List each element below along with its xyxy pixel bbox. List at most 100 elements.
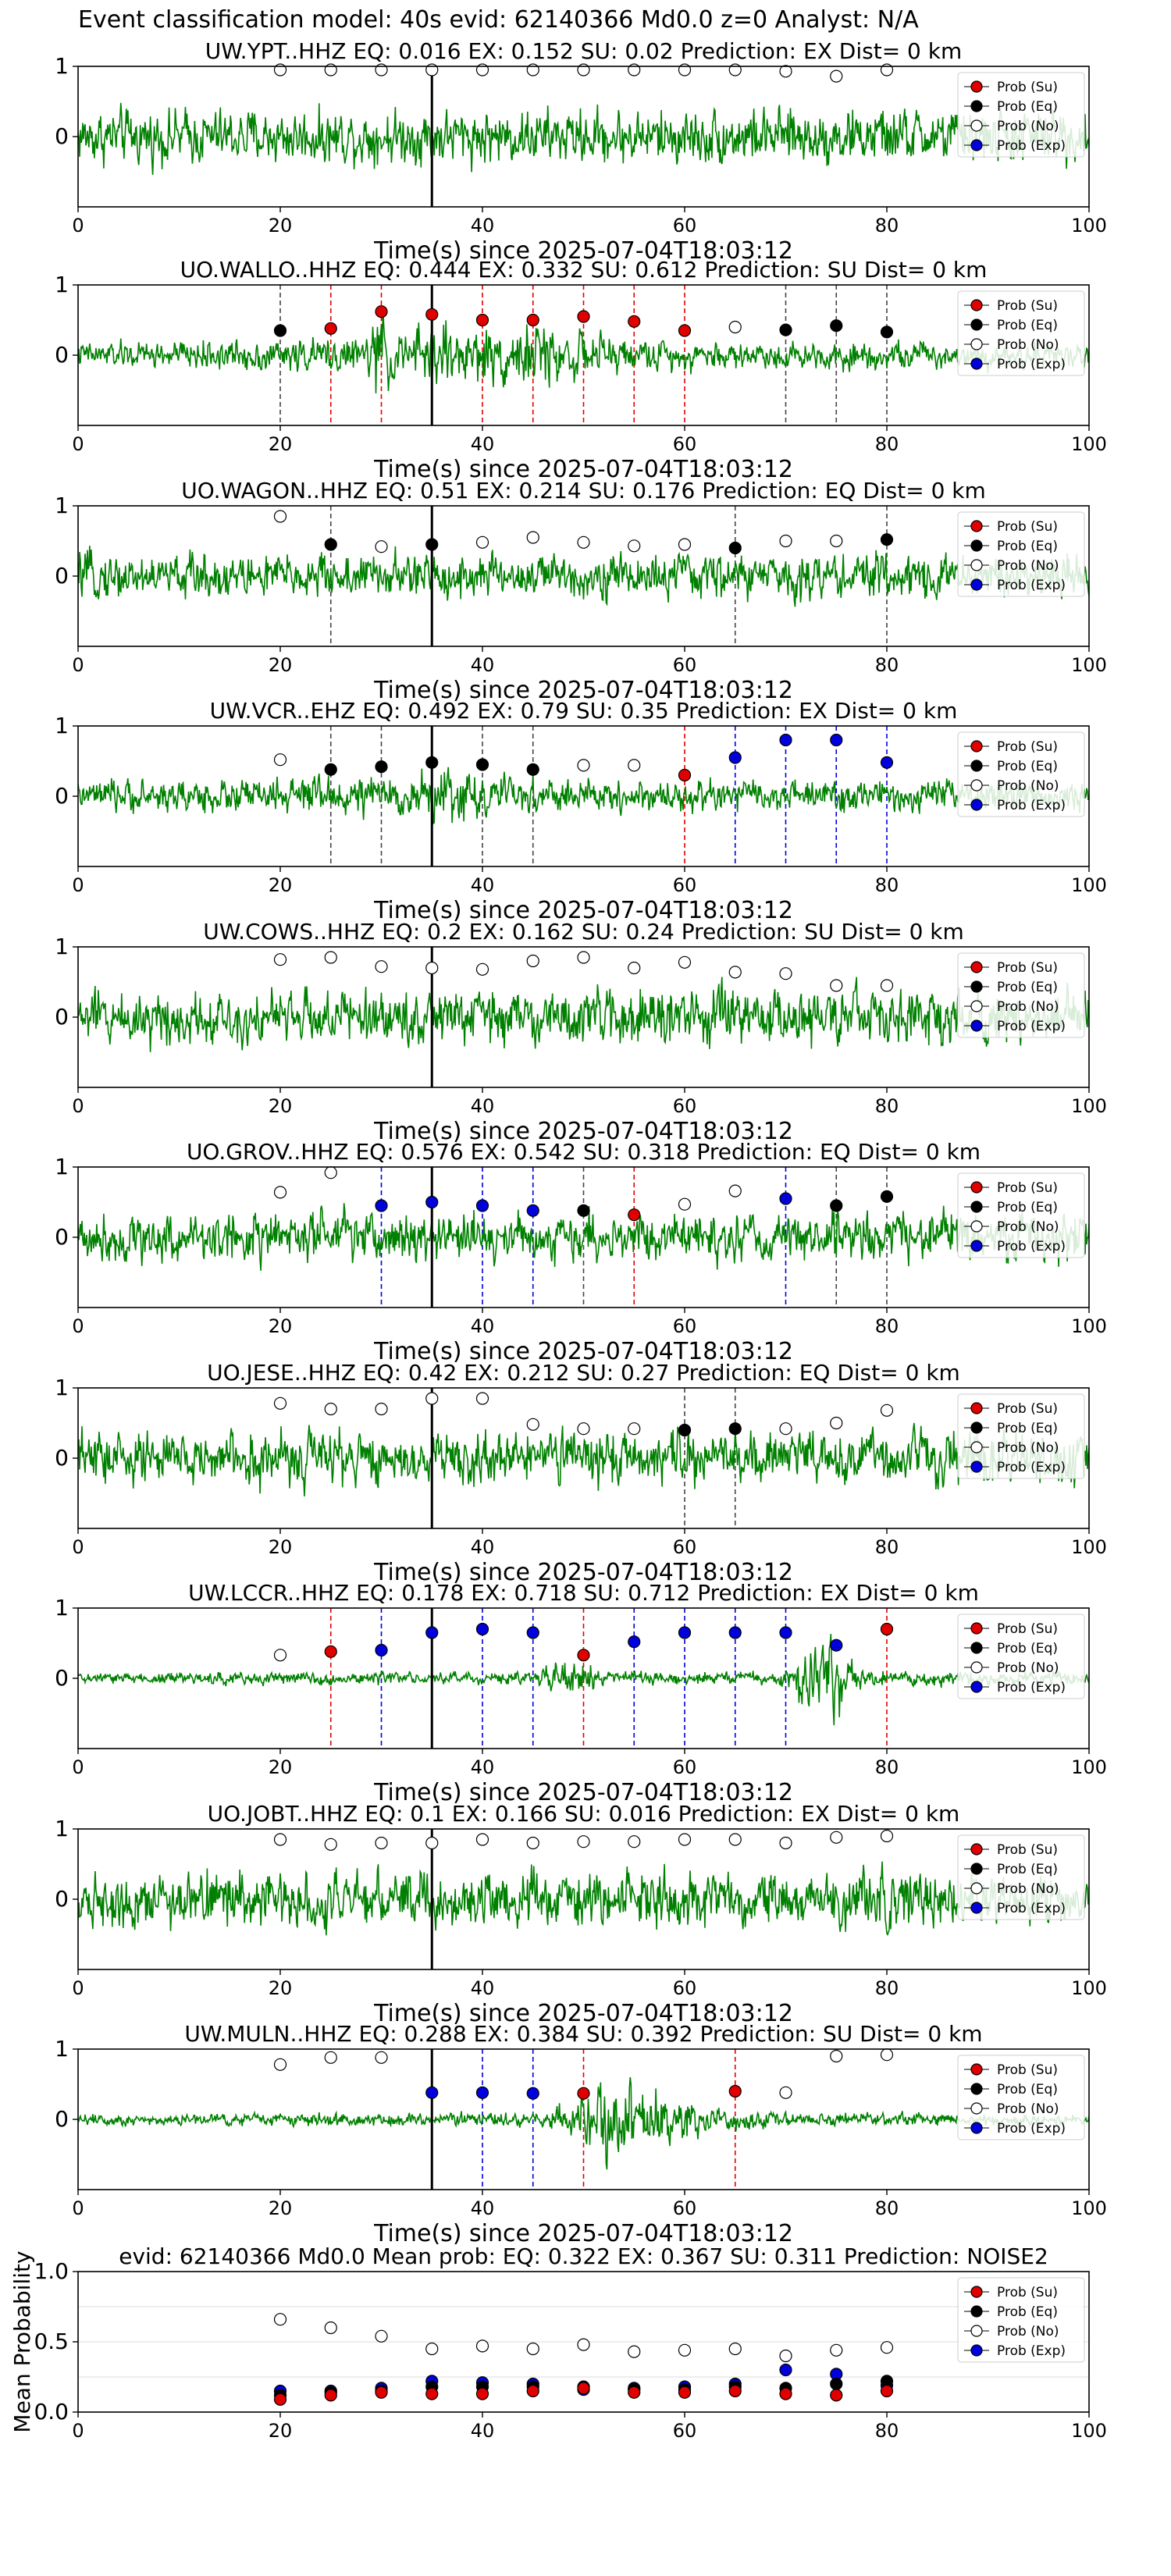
marker-no bbox=[425, 961, 439, 975]
legend-marker-exp bbox=[970, 1240, 983, 1252]
chart-title: evid: 62140366 Md0.0 Mean prob: EQ: 0.32… bbox=[119, 2243, 1048, 2269]
legend-marker-su bbox=[970, 80, 983, 93]
legend-marker-eq bbox=[970, 539, 983, 552]
legend-label: Prob (Exp) bbox=[997, 1019, 1066, 1034]
x-tick-label: 60 bbox=[673, 215, 697, 237]
y-tick-label: 0.5 bbox=[34, 2329, 69, 2354]
marker-exp bbox=[526, 1626, 539, 1639]
marker-su bbox=[779, 2387, 792, 2400]
y-tick-label: 0 bbox=[55, 342, 69, 368]
marker-no bbox=[324, 1838, 337, 1851]
seismogram-trace bbox=[78, 1203, 1089, 1271]
marker-no bbox=[324, 1402, 337, 1416]
legend-marker-eq bbox=[970, 2305, 983, 2318]
y-tick-label: 1 bbox=[55, 493, 69, 518]
y-tick-label: 1 bbox=[55, 1816, 69, 1841]
legend-label: Prob (No) bbox=[997, 558, 1059, 574]
x-tick-label: 40 bbox=[471, 1095, 495, 1117]
legend-box bbox=[957, 511, 1085, 597]
x-axis-label: Time(s) since 2025-07-04T18:03:12 bbox=[373, 677, 793, 704]
legend: Prob (Su) Prob (Eq) Prob (No) Prob (Exp) bbox=[957, 731, 1085, 817]
marker-no bbox=[678, 2343, 692, 2357]
legend-label: Prob (Exp) bbox=[997, 2343, 1066, 2359]
marker-eq bbox=[830, 2377, 843, 2391]
x-tick-label: 20 bbox=[269, 433, 293, 455]
legend-marker-exp bbox=[970, 2122, 983, 2134]
marker-exp bbox=[475, 1622, 489, 1636]
legend-label: Prob (Exp) bbox=[997, 1901, 1066, 1916]
y-tick-label: 1 bbox=[55, 1154, 69, 1179]
marker-no bbox=[577, 535, 590, 549]
legend-label: Prob (Exp) bbox=[997, 1239, 1066, 1254]
chart-panel: UO.JOBT..HHZ EQ: 0.1 EX: 0.166 SU: 0.016… bbox=[55, 1801, 1107, 2027]
marker-no bbox=[475, 1833, 489, 1846]
legend-marker-no bbox=[970, 2325, 983, 2337]
marker-eq bbox=[425, 538, 439, 551]
marker-su bbox=[526, 313, 539, 327]
marker-su bbox=[728, 2384, 742, 2398]
marker-exp bbox=[425, 1626, 439, 1639]
legend-marker-su bbox=[970, 1843, 983, 1856]
marker-no bbox=[273, 2313, 287, 2326]
y-tick-label: 0 bbox=[55, 563, 69, 589]
y-tick-label: 1 bbox=[55, 934, 69, 959]
marker-no bbox=[728, 1184, 742, 1197]
marker-su bbox=[375, 305, 388, 318]
legend-label: Prob (No) bbox=[997, 337, 1059, 353]
x-tick-label: 0 bbox=[72, 654, 84, 676]
marker-no bbox=[779, 534, 792, 548]
x-tick-label: 20 bbox=[269, 1536, 293, 1558]
marker-no bbox=[830, 69, 843, 83]
x-tick-label: 0 bbox=[72, 215, 84, 237]
x-tick-label: 60 bbox=[673, 1315, 697, 1337]
marker-eq bbox=[678, 1423, 692, 1437]
x-tick-label: 80 bbox=[875, 874, 899, 896]
marker-no bbox=[475, 962, 489, 976]
y-tick-label: 0.0 bbox=[34, 2399, 69, 2425]
marker-exp bbox=[526, 2087, 539, 2100]
marker-no bbox=[678, 1197, 692, 1211]
marker-no bbox=[880, 1404, 894, 1417]
seismogram-trace bbox=[78, 306, 1089, 393]
marker-su bbox=[880, 1622, 894, 1636]
y-tick-label: 1 bbox=[55, 2036, 69, 2062]
legend-marker-no bbox=[970, 559, 983, 571]
marker-no bbox=[273, 1649, 287, 1662]
marker-su bbox=[425, 308, 439, 321]
x-tick-label: 100 bbox=[1071, 874, 1107, 896]
marker-no bbox=[678, 1833, 692, 1846]
marker-no bbox=[577, 2338, 590, 2351]
legend-label: Prob (Eq) bbox=[997, 318, 1058, 333]
marker-no bbox=[375, 1836, 388, 1850]
marker-no bbox=[475, 2339, 489, 2353]
legend: Prob (Su) Prob (Eq) Prob (No) Prob (Exp) bbox=[957, 952, 1085, 1038]
legend-box bbox=[957, 731, 1085, 817]
chart-panel: UO.WALLO..HHZ EQ: 0.444 EX: 0.332 SU: 0.… bbox=[55, 257, 1107, 483]
marker-no bbox=[273, 510, 287, 523]
legend-marker-su bbox=[970, 2063, 983, 2076]
seismogram-trace bbox=[78, 977, 1089, 1052]
marker-su bbox=[324, 2389, 337, 2402]
y-tick-label: 0 bbox=[55, 783, 69, 809]
marker-no bbox=[425, 1392, 439, 1405]
legend: Prob (Su) Prob (Eq) Prob (No) Prob (Exp) bbox=[957, 2277, 1085, 2363]
marker-no bbox=[526, 1418, 539, 1431]
x-tick-label: 60 bbox=[673, 433, 697, 455]
marker-su bbox=[324, 1645, 337, 1658]
x-tick-label: 60 bbox=[673, 2420, 697, 2442]
legend-label: Prob (Su) bbox=[997, 80, 1058, 95]
legend-marker-exp bbox=[970, 1461, 983, 1473]
x-tick-label: 60 bbox=[673, 1095, 697, 1117]
legend-label: Prob (Eq) bbox=[997, 2082, 1058, 2097]
legend-marker-no bbox=[970, 779, 983, 792]
x-tick-label: 60 bbox=[673, 2197, 697, 2219]
y-tick-label: 0 bbox=[55, 1004, 69, 1030]
marker-no bbox=[678, 538, 692, 551]
marker-eq bbox=[880, 533, 894, 546]
y-tick-label: 1 bbox=[55, 272, 69, 297]
x-tick-label: 80 bbox=[875, 215, 899, 237]
marker-su bbox=[526, 2384, 539, 2398]
marker-eq bbox=[880, 1190, 894, 1203]
seismogram-trace bbox=[78, 102, 1089, 176]
x-tick-label: 20 bbox=[269, 2420, 293, 2442]
